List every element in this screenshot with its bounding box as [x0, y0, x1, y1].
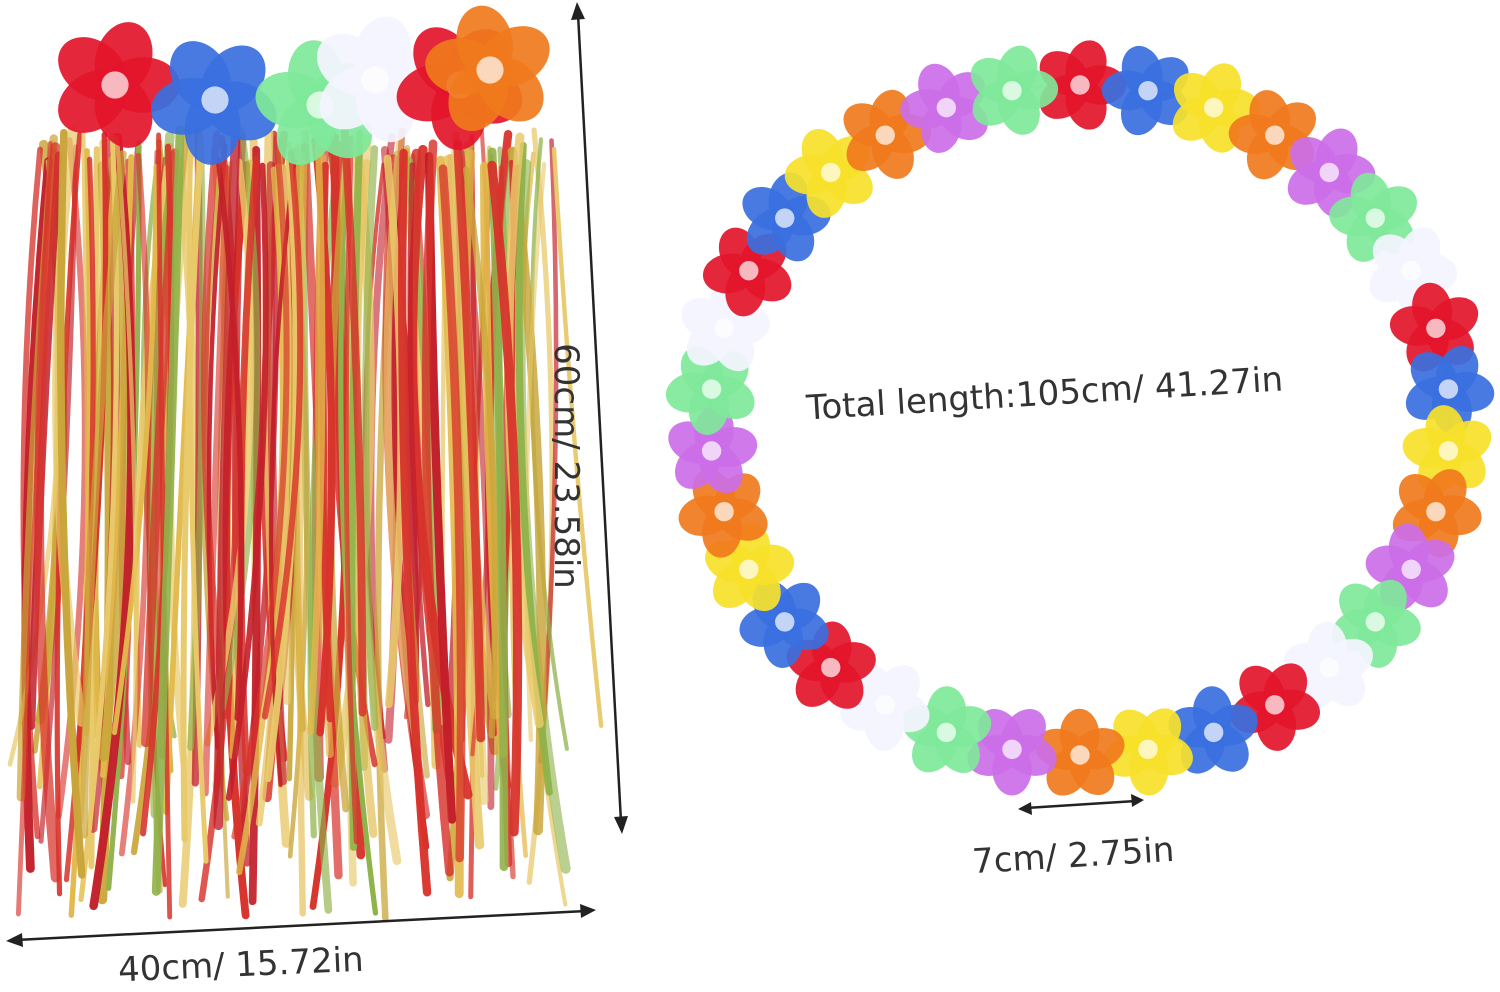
flower-icon — [1369, 227, 1458, 317]
flower-icon — [1168, 686, 1258, 774]
skirt-length-arrow — [571, 2, 628, 834]
skirt-flower-waistband — [58, 5, 550, 165]
skirt-length-label: 60cm/ 23.58in — [546, 343, 586, 589]
flower-icon — [843, 89, 932, 179]
flower-icon — [702, 227, 792, 317]
flower-icon — [970, 45, 1059, 135]
hula-skirt-illustration — [7, 5, 604, 922]
flower-icon — [1283, 621, 1373, 710]
skirt-fringe — [7, 125, 604, 922]
skirt-width-arrow — [6, 904, 596, 947]
flower-icon — [901, 686, 992, 773]
flower-icon — [1039, 40, 1127, 130]
flower-icon — [742, 172, 831, 262]
flower-icon — [678, 469, 768, 558]
flower-icon — [681, 282, 770, 372]
flower-icon — [967, 708, 1057, 796]
flower-icon — [784, 128, 873, 218]
flower-icon — [1228, 90, 1316, 180]
flower-icon — [1402, 405, 1492, 494]
flower-lei-illustration — [665, 40, 1495, 796]
flower-icon — [58, 22, 181, 148]
flower-icon — [1172, 63, 1260, 153]
flower-icon — [425, 5, 550, 132]
flower-icon — [151, 41, 277, 165]
flower-size-arrow — [1018, 794, 1144, 815]
flower-icon — [316, 16, 440, 143]
